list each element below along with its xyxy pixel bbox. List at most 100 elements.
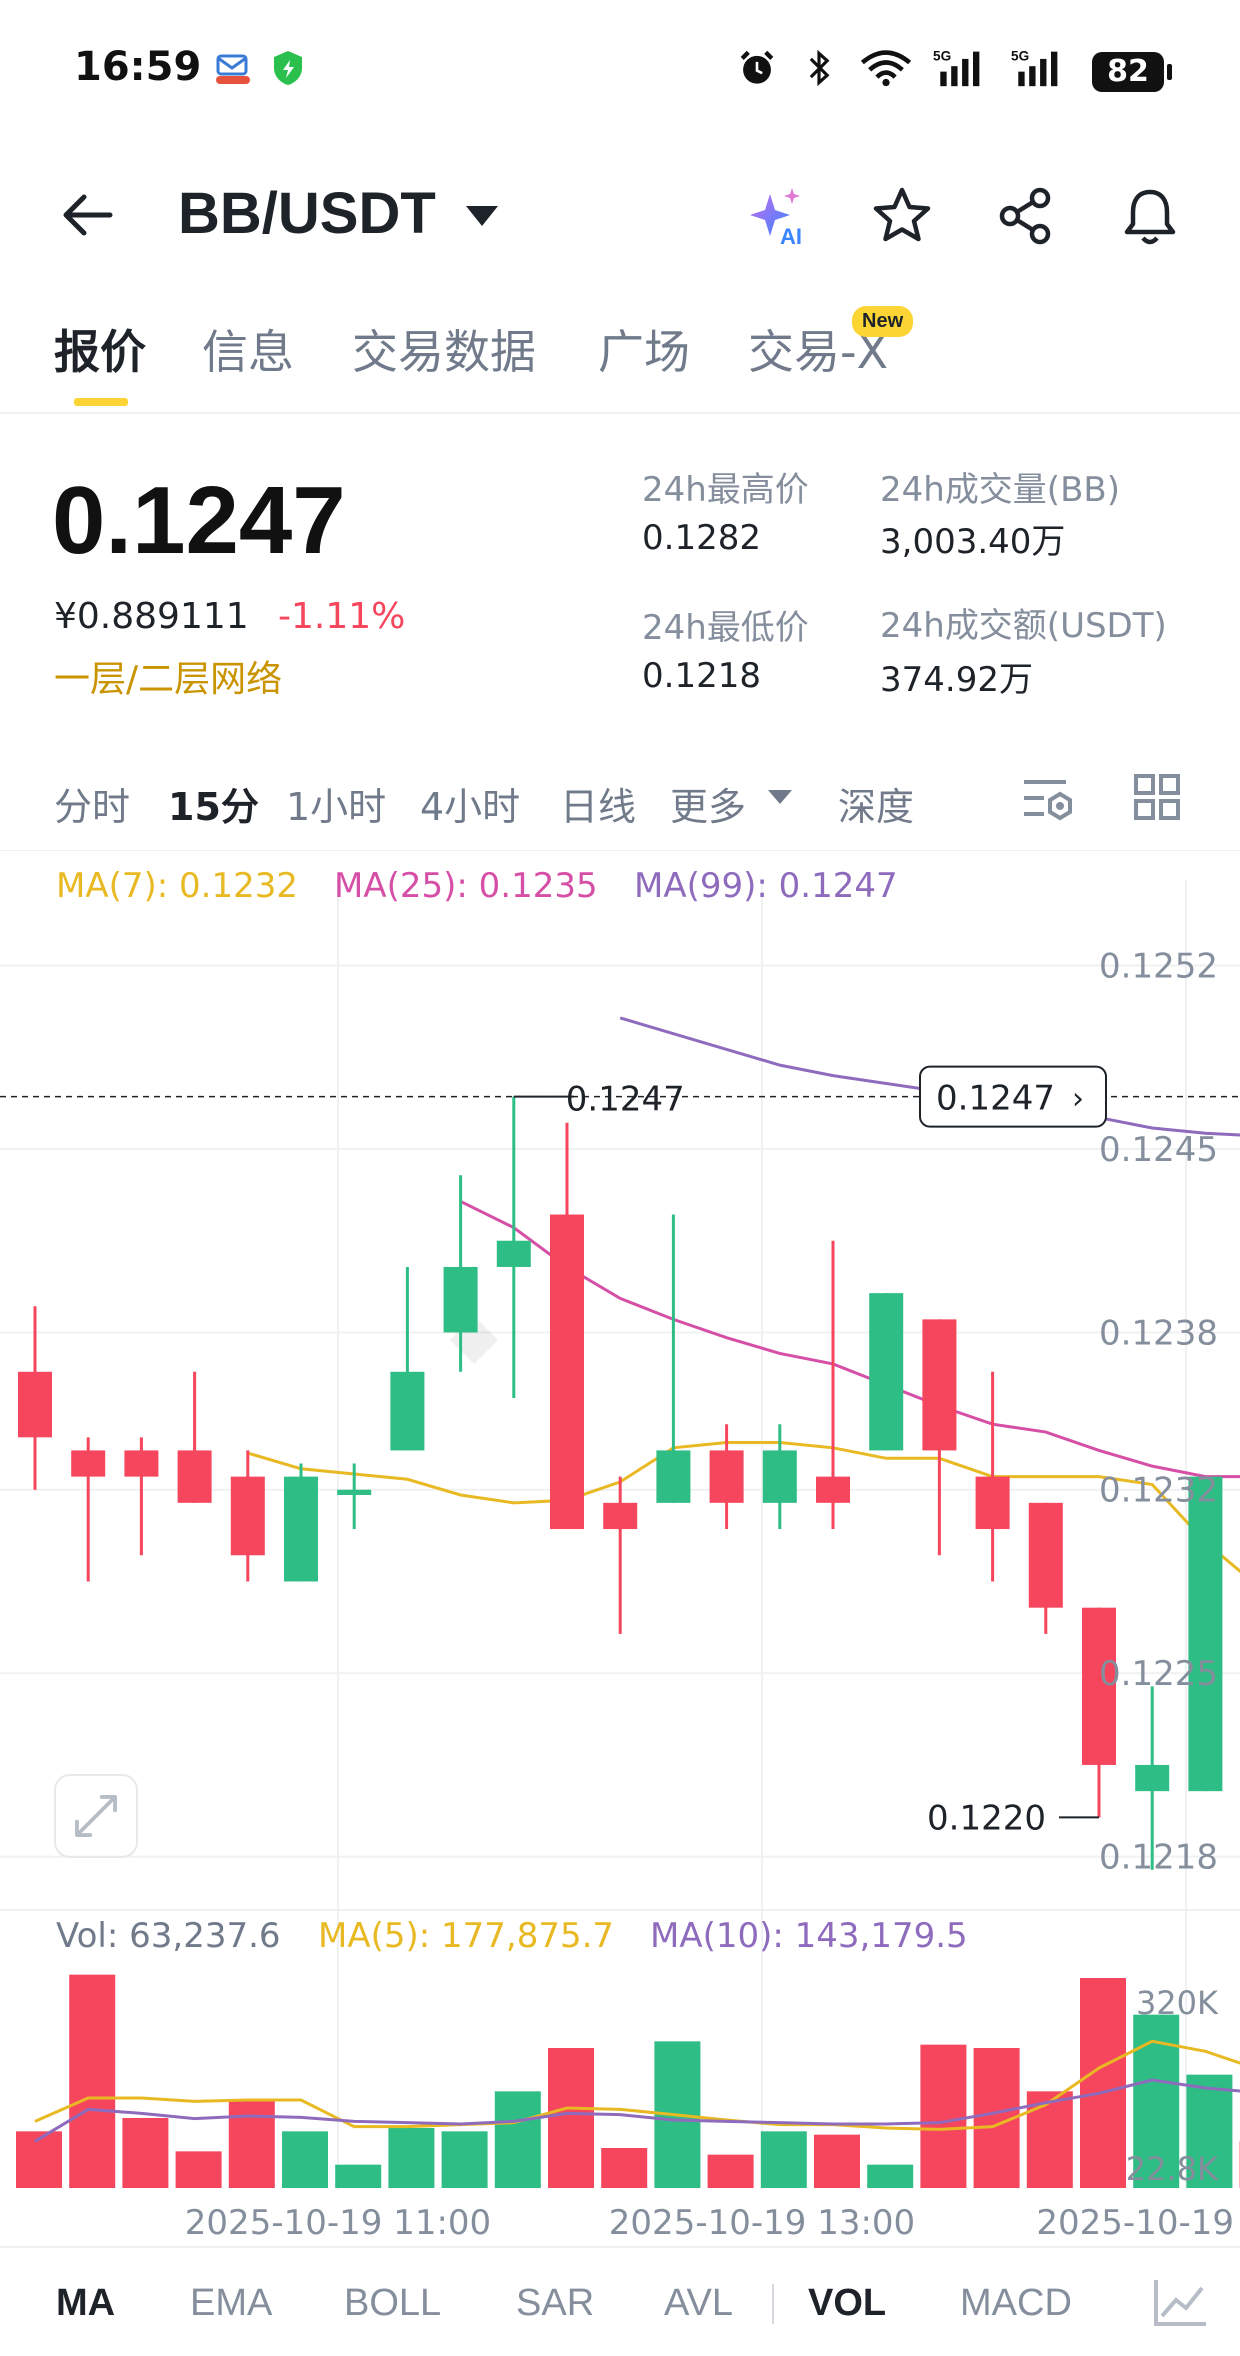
volume-bar <box>548 2048 594 2188</box>
x-tick-label: 2025-10-19 <box>1036 2203 1234 2243</box>
interval-4h[interactable]: 4小时 <box>420 785 521 829</box>
low-value: 0.1218 <box>642 656 761 696</box>
tab-square[interactable]: 广场 <box>598 325 690 379</box>
candle-body <box>337 1489 372 1495</box>
star-icon[interactable] <box>870 184 934 248</box>
fullscreen-expand-icon[interactable] <box>54 1774 138 1858</box>
wifi-icon <box>860 50 912 87</box>
indicator-ema[interactable]: EMA <box>190 2282 273 2324</box>
indicator-vol[interactable]: VOL <box>808 2282 887 2324</box>
indicator-settings-icon[interactable] <box>1150 2276 1210 2330</box>
new-badge: New <box>852 306 914 337</box>
volume-bar <box>441 2131 488 2188</box>
candle-body <box>922 1319 957 1451</box>
chevron-right-icon: › <box>1072 1082 1084 1117</box>
vol-bb-value: 3,003.40万 <box>880 522 1066 562</box>
signal-5g-icon: 5G <box>933 49 980 87</box>
ma99-legend: MA(99): 0.1247 <box>634 866 898 906</box>
bell-icon[interactable] <box>1118 184 1182 248</box>
candle-body <box>284 1476 318 1582</box>
pair-dropdown-icon[interactable] <box>466 206 498 226</box>
interval-time[interactable]: 分时 <box>54 785 131 829</box>
volume-bar <box>867 2164 914 2188</box>
volume-ma-lines: 320K 22.8K <box>34 1984 1240 2188</box>
bluetooth-icon <box>809 49 830 87</box>
y-tick-label: 0.1238 <box>1099 1313 1218 1353</box>
divider <box>0 2246 1240 2248</box>
divider <box>0 412 1240 414</box>
tab-info[interactable]: 信息 <box>202 325 294 379</box>
back-arrow-icon[interactable] <box>58 190 118 240</box>
candle-body <box>656 1450 691 1503</box>
current-price-label: 0.1247 <box>936 1079 1055 1119</box>
grid-layout-icon[interactable] <box>1132 772 1182 822</box>
x-tick-label: 2025-10-19 13:00 <box>609 2203 915 2243</box>
y-axis-labels: 0.1252 0.1245 0.1238 0.1232 0.1225 0.1218 <box>1099 947 1218 1878</box>
vol-tick-label: 22.8K <box>1126 2150 1219 2188</box>
last-price: 0.1247 <box>52 467 346 574</box>
change-percent: -1.11% <box>278 596 406 637</box>
chevron-down-icon[interactable] <box>768 790 792 804</box>
candle-body <box>762 1450 797 1503</box>
svg-text:AI: AI <box>780 224 802 248</box>
share-icon[interactable] <box>994 184 1058 248</box>
vol-usdt-value: 374.92万 <box>880 660 1033 700</box>
ai-sparkle-icon[interactable]: AI <box>746 184 810 248</box>
interval-more[interactable]: 更多 <box>670 785 747 829</box>
current-price-line: 0.1247 › 0.1247 0.1220 <box>0 1065 1240 1838</box>
candle-body <box>1028 1502 1063 1608</box>
indicator-ma[interactable]: MA <box>56 2282 116 2324</box>
indicator-separator <box>772 2284 774 2324</box>
candle-body <box>1082 1607 1116 1765</box>
network-tag[interactable]: 一层/二层网络 <box>54 659 283 700</box>
cny-price: ¥0.889111 <box>54 596 249 637</box>
pair-title[interactable]: BB/USDT <box>178 181 436 246</box>
volume-bar <box>16 2131 62 2188</box>
candle-body <box>603 1502 638 1530</box>
candle-body <box>496 1240 531 1267</box>
volume-bar <box>175 2151 222 2188</box>
candle-body <box>1188 1476 1223 1792</box>
y-tick-label: 0.1232 <box>1099 1471 1218 1511</box>
candle-body <box>390 1371 425 1451</box>
status-time: 16:59 <box>74 44 202 90</box>
svg-text:5G: 5G <box>933 49 951 64</box>
volume-bar <box>601 2148 648 2188</box>
vol-ma10-legend: MA(10): 143,179.5 <box>650 1916 968 1956</box>
tab-trading-data[interactable]: 交易数据 <box>352 325 536 379</box>
tab-quote[interactable]: 报价 <box>54 325 146 379</box>
volume-bar <box>494 2091 541 2188</box>
indicator-macd[interactable]: MACD <box>960 2282 1072 2324</box>
chart-grid <box>0 850 1240 2190</box>
volume-bar <box>282 2131 328 2188</box>
volume-bar <box>228 2101 275 2188</box>
candle-body <box>230 1476 265 1556</box>
x-axis-labels: 2025-10-19 11:00 2025-10-19 13:00 2025-10-… <box>185 2203 1234 2243</box>
signal-5g-icon-2: 5G <box>1011 49 1058 87</box>
indicator-avl[interactable]: AVL <box>664 2282 734 2324</box>
volume-bar <box>1186 2074 1233 2188</box>
volume-bar <box>388 2128 435 2188</box>
indicator-boll[interactable]: BOLL <box>344 2282 442 2324</box>
vol-bb-label: 24h成交量(BB) <box>880 470 1120 510</box>
interval-1h[interactable]: 1小时 <box>286 785 387 829</box>
candle-body <box>443 1266 478 1333</box>
candle-body <box>550 1214 584 1530</box>
ma7-legend: MA(7): 0.1232 <box>56 866 298 906</box>
indicator-sar[interactable]: SAR <box>516 2282 595 2324</box>
candle-body <box>71 1450 106 1477</box>
active-tab-indicator <box>74 398 128 406</box>
ma25-legend: MA(25): 0.1235 <box>334 866 598 906</box>
high-label: 24h最高价 <box>642 470 809 510</box>
volume-bar <box>122 2118 169 2188</box>
chart-settings-icon[interactable] <box>1020 772 1076 824</box>
volume-bar <box>1026 2091 1073 2188</box>
vol-ma10-line <box>34 2078 1240 2143</box>
interval-15m[interactable]: 15分 <box>168 785 259 829</box>
ma7-line <box>247 1441 1240 1574</box>
y-tick-label: 0.1225 <box>1099 1654 1218 1694</box>
interval-1d[interactable]: 日线 <box>560 785 637 829</box>
candles <box>18 1096 1223 1870</box>
depth-tab[interactable]: 深度 <box>838 785 915 829</box>
